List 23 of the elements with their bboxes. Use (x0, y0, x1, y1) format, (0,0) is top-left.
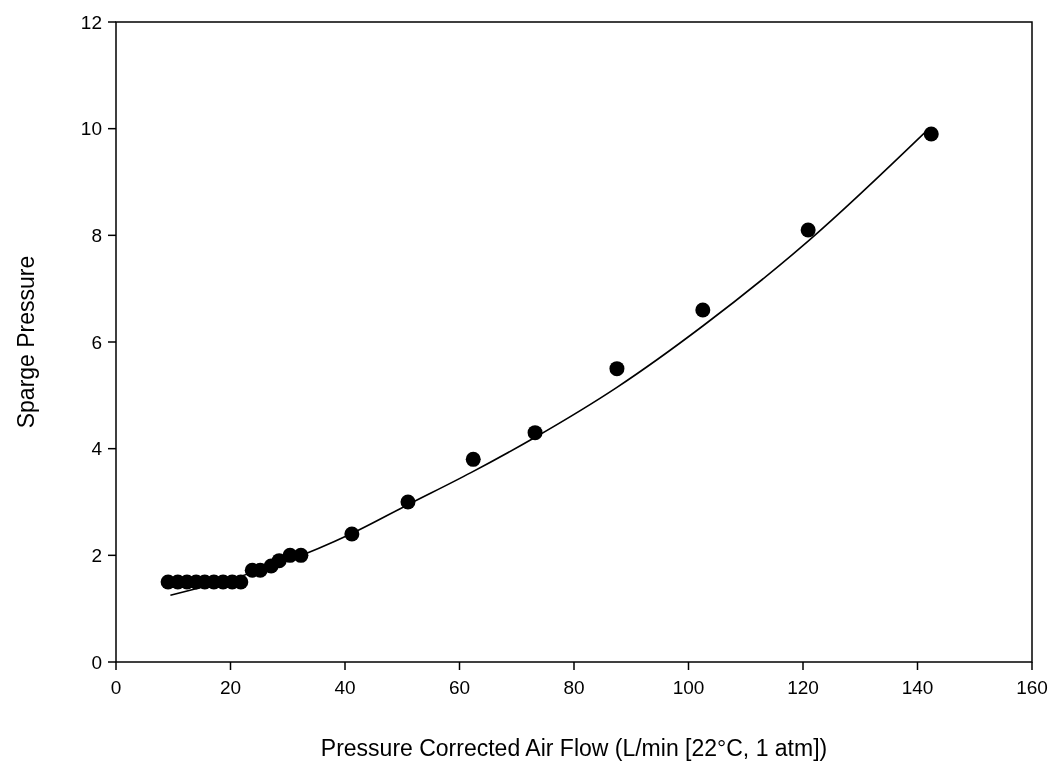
x-tick-label: 80 (563, 677, 585, 698)
y-tick-label: 8 (91, 224, 102, 246)
x-tick-label: 160 (1016, 677, 1048, 698)
x-tick-label: 20 (219, 677, 242, 698)
y-axis-title: Sparge Pressure (13, 255, 39, 429)
point (609, 361, 625, 377)
x-tick-label: 120 (787, 677, 819, 698)
point (800, 222, 816, 238)
x-tick-label: 140 (901, 677, 934, 698)
y-tick-label: 6 (91, 331, 102, 353)
y-tick-label: 12 (80, 11, 102, 33)
y-tick-label: 0 (91, 651, 102, 673)
x-tick-label: 60 (448, 677, 471, 698)
x-tick-label: 100 (672, 677, 705, 698)
point (465, 451, 481, 467)
x-axis-title: Pressure Corrected Air Flow (L/min [22°C, 1 atm]) (320, 735, 828, 761)
y-tick-label: 2 (91, 544, 102, 566)
point (695, 302, 711, 318)
x-tick-label: 40 (334, 677, 356, 698)
point (923, 126, 939, 142)
y-tick-label: 10 (80, 118, 102, 140)
x-tick-label: 0 (110, 677, 122, 698)
y-tick-label: 4 (91, 438, 103, 460)
